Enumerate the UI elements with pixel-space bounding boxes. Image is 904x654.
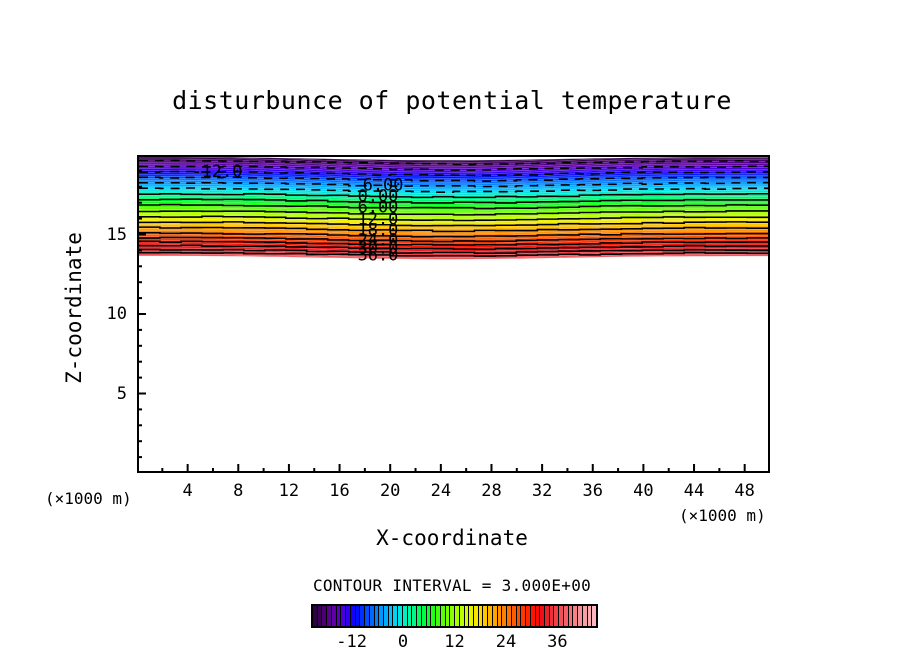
colorbar-swatch [535, 606, 540, 626]
colorbar-swatch [592, 606, 597, 626]
colorbar-swatch [393, 606, 398, 626]
colorbar-swatch [578, 606, 582, 626]
colorbar-swatch [568, 606, 573, 626]
colorbar-tick-label: 36 [547, 632, 568, 652]
x-tick-label: 28 [481, 481, 502, 501]
colorbar [311, 604, 598, 628]
x-tick-label: 12 [278, 481, 300, 501]
svg-text:12.0: 12.0 [358, 208, 399, 228]
colorbar-swatch [355, 606, 360, 626]
colorbar-swatch [398, 606, 402, 626]
colorbar-swatch [421, 606, 426, 626]
y-tick-label: 10 [106, 304, 127, 324]
colorbar-swatch [521, 606, 526, 626]
colorbar-swatch [559, 606, 563, 626]
y-axis-title: Z-coordinate [62, 232, 86, 384]
svg-text:-6.00: -6.00 [353, 175, 404, 195]
svg-text:18.0: 18.0 [358, 219, 399, 239]
svg-text:24.0: 24.0 [358, 230, 399, 250]
colorbar-swatch [346, 606, 350, 626]
colorbar-swatch [436, 606, 440, 626]
contour-interval-caption: CONTOUR INTERVAL = 3.000E+00 [312, 576, 592, 595]
colorbar-swatch [464, 606, 469, 626]
svg-text:36.0: 36.0 [358, 245, 399, 265]
colorbar-swatch [573, 606, 578, 626]
colorbar-swatch [384, 606, 388, 626]
svg-text:30.0: 30.0 [358, 237, 399, 257]
colorbar-swatch [549, 606, 554, 626]
colorbar-swatch [497, 606, 502, 626]
colorbar-swatch [417, 606, 421, 626]
colorbar-swatch [459, 606, 464, 626]
colorbar-swatch [426, 606, 431, 626]
x-axis-units-label: (×1000 m) [679, 506, 766, 525]
colorbar-swatch [322, 606, 327, 626]
colorbar-swatch [369, 606, 374, 626]
colorbar-swatch [587, 606, 592, 626]
x-tick-label: 36 [582, 481, 603, 501]
colorbar-swatch [582, 606, 587, 626]
chart-title: disturbunce of potential temperature [172, 86, 732, 115]
x-tick-label: 48 [734, 481, 755, 501]
colorbar-swatch [317, 606, 322, 626]
colorbar-swatch [511, 606, 516, 626]
colorbar-swatch [507, 606, 511, 626]
colorbar-swatch [336, 606, 341, 626]
colorbar-swatch [478, 606, 483, 626]
x-tick-label: 16 [329, 481, 350, 501]
colorbar-swatch [341, 606, 346, 626]
colorbar-swatch [516, 606, 521, 626]
colorbar-swatch [379, 606, 384, 626]
x-tick-label: 24 [430, 481, 452, 501]
colorbar-swatch [483, 606, 488, 626]
colorbar-swatch [388, 606, 393, 626]
colorbar-swatch [331, 606, 336, 626]
colorbar-swatch [431, 606, 436, 626]
colorbar-swatch [502, 606, 507, 626]
svg-text:0.00: 0.00 [358, 186, 399, 206]
colorbar-swatch [407, 606, 412, 626]
colorbar-tick-label: 0 [397, 632, 409, 652]
x-tick-label: 40 [633, 481, 654, 501]
colorbar-swatch [554, 606, 559, 626]
y-tick-label: 15 [106, 224, 127, 245]
colorbar-swatch [526, 606, 530, 626]
colorbar-swatch [365, 606, 369, 626]
colorbar-swatch [440, 606, 445, 626]
colorbar-swatch [492, 606, 497, 626]
colorbar-swatch [455, 606, 459, 626]
colorbar-swatch [402, 606, 407, 626]
svg-text:6.00: 6.00 [358, 197, 399, 217]
colorbar-swatch [360, 606, 365, 626]
colorbar-swatch [540, 606, 544, 626]
colorbar-tick-label: 24 [495, 632, 517, 652]
colorbar-swatch [374, 606, 379, 626]
colorbar-swatch [450, 606, 455, 626]
plot-area: -12.0 -6.00 0.00 6.00 12.0 18.0 24.0 30.0 36.0 [137, 155, 770, 473]
x-axis-title: X-coordinate [376, 526, 528, 550]
colorbar-tick-label: -12 [336, 632, 367, 652]
colorbar-swatch [327, 606, 331, 626]
x-tick-label: 8 [233, 481, 244, 501]
colorbar-swatch [412, 606, 417, 626]
x-tick-label: 44 [683, 481, 705, 501]
colorbar-swatch [445, 606, 450, 626]
colorbar-swatch [473, 606, 478, 626]
colorbar-tick-label: 12 [444, 632, 465, 652]
x-tick-label: 4 [182, 481, 193, 501]
x-tick-label: 20 [379, 481, 401, 501]
colorbar-swatch [530, 606, 535, 626]
y-axis-units-label: (×1000 m) [45, 489, 132, 508]
colorbar-swatch [488, 606, 492, 626]
x-tick-label: 32 [531, 481, 553, 501]
colorbar-swatch [563, 606, 568, 626]
colorbar-swatch [544, 606, 549, 626]
colorbar-swatch [469, 606, 473, 626]
svg-text:-12.0: -12.0 [192, 161, 243, 181]
colorbar-swatch [313, 606, 317, 626]
y-tick-label: 5 [116, 383, 127, 404]
colorbar-swatch [350, 606, 355, 626]
